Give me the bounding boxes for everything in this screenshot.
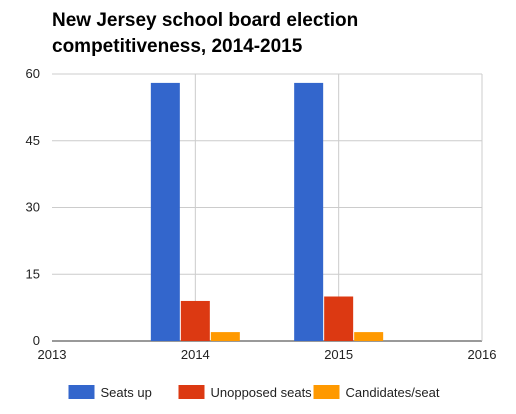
legend-label: Seats up [101,385,152,400]
legend: Seats up Unopposed seats Candidates/seat [68,385,440,400]
bar-layer [150,82,384,342]
legend-label: Candidates/seat [346,385,440,400]
y-tick-label: 30 [26,200,40,215]
legend-swatch [178,385,205,399]
y-tick-label: 45 [26,133,40,148]
bar-candidates-seat-2015 [354,332,384,341]
x-tick-label: 2015 [324,347,353,362]
bar-unopposed-seats-2015 [324,296,354,341]
grid-layer [52,73,483,342]
bar-seats-up-2014 [150,82,180,342]
legend-swatch [68,385,95,399]
axis-layer: 0 15 30 45 60 2013 2014 2015 2016 [26,66,497,362]
legend-swatch [313,385,340,399]
x-tick-label: 2013 [38,347,67,362]
bar-seats-up-2015 [294,82,324,342]
x-tick-label: 2014 [181,347,210,362]
bar-unopposed-seats-2014 [180,300,210,341]
chart-title: New Jersey school board election competi… [52,10,359,57]
legend-label: Unopposed seats [211,385,313,400]
bar-candidates-seat-2014 [210,332,240,341]
y-tick-label: 60 [26,66,40,81]
y-tick-label: 0 [33,333,40,348]
x-tick-label: 2016 [468,347,497,362]
y-tick-label: 15 [26,266,40,281]
